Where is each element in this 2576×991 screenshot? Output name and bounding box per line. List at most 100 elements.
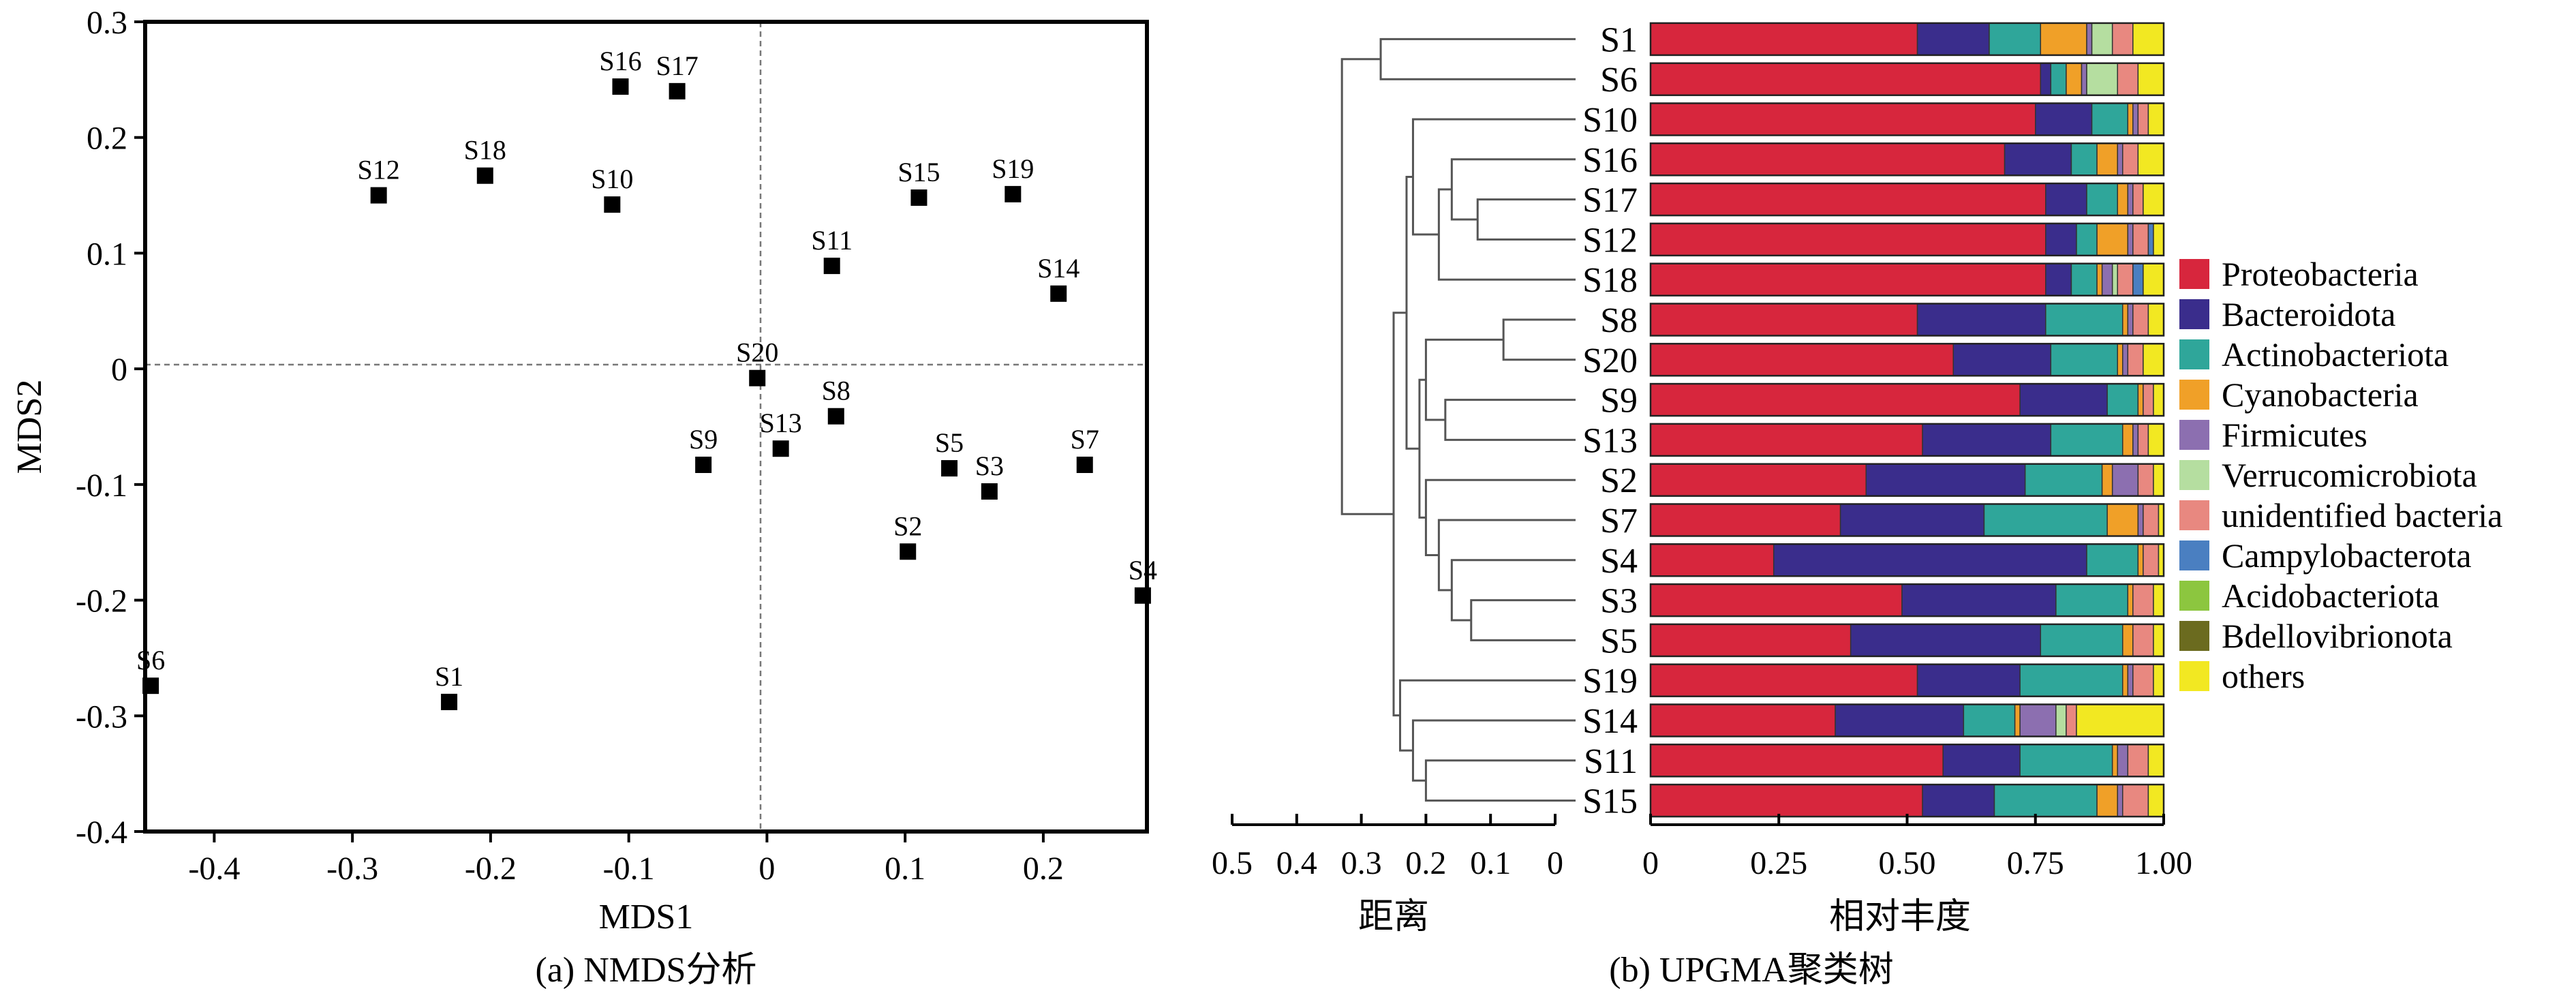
bar-segment (2117, 262, 2134, 296)
bar-outline (1649, 744, 2165, 778)
nmds-point-label: S3 (975, 451, 1004, 481)
bar-segment (1650, 463, 1867, 497)
nmds-point-label: S14 (1037, 253, 1079, 284)
nmds-caption: (a) NMDS分析 (536, 951, 757, 990)
sample-labels: S1S6S10S16S17S12S18S8S20S9S13S2S7S4S3S5S… (1582, 20, 1638, 821)
bar-segment (2132, 423, 2139, 457)
nmds-point-label: S19 (992, 153, 1034, 184)
bar-segment (2045, 262, 2072, 296)
bar-segment (2122, 343, 2129, 377)
sample-label: S3 (1600, 582, 1638, 621)
bar-segment (1650, 784, 1923, 817)
bar-segment (2019, 703, 2057, 737)
bar-segment (2137, 102, 2149, 136)
nmds-point (772, 440, 789, 457)
sample-label: S8 (1600, 301, 1638, 340)
bar-outline (1649, 303, 2165, 337)
bar-segment (2050, 62, 2067, 96)
nmds-point (749, 369, 766, 386)
bar-segment (2076, 703, 2164, 737)
nmds-points: S1 S2 S3 S4 S5 S6 S7 S8 S9 S10 S11 S12 S13 S14 S15 S16 S… (136, 46, 1157, 710)
legend-label: Actinobacteriota (2222, 335, 2449, 373)
bar-outline (1649, 543, 2165, 577)
bar-segment (1916, 663, 2021, 697)
bar-outline (1649, 62, 2165, 96)
legend-label: Acidobacteriota (2222, 577, 2439, 615)
bar-segment (2070, 262, 2098, 296)
nmds-y-tick-label: -0.4 (76, 814, 127, 851)
bar-segment (1839, 503, 1985, 537)
bar-segment (2117, 784, 2123, 817)
bar-segment (1922, 423, 2052, 457)
bar-outline (1649, 503, 2165, 537)
bar-segment (2045, 183, 2087, 216)
bar-segment (1650, 624, 1852, 657)
legend-swatch (2179, 299, 2209, 329)
bar-segment (1916, 22, 1990, 56)
bar-segment (2137, 142, 2164, 177)
bar-segment (1650, 22, 1918, 56)
bar-segment (1983, 503, 2108, 537)
nmds-point-label: S12 (358, 155, 400, 185)
bar-segment (2096, 142, 2118, 177)
nmds-point-label: S9 (689, 424, 718, 455)
bar-segment (1650, 663, 1918, 697)
legend-swatch (2179, 540, 2209, 570)
bar-segment (2106, 383, 2139, 416)
bar-segment (1650, 744, 1944, 778)
bar-segment (2040, 624, 2123, 657)
nmds-x-tick-label: 0 (758, 851, 775, 887)
bar-segment (1650, 423, 1923, 457)
bar-segment (2081, 62, 2087, 96)
dendrogram-tick-label: 0.4 (1276, 845, 1317, 881)
dendrogram-branch (1502, 318, 1576, 361)
sample-label: S20 (1582, 341, 1638, 380)
bar-segment (1650, 583, 1903, 617)
bar-segment (2024, 463, 2103, 497)
bar-segment (2040, 22, 2087, 56)
nmds-point (981, 483, 998, 500)
bar-tick-label: 0.75 (2007, 845, 2064, 881)
legend-swatch (2179, 500, 2209, 530)
sample-label: S5 (1600, 622, 1638, 660)
bar-segment (2127, 583, 2134, 617)
nmds-point (941, 460, 958, 477)
bar-segment (2106, 503, 2139, 537)
bar-segment (2147, 102, 2164, 136)
bar-axis-ticks: 0 0.25 0.50 0.75 1.00 (1642, 814, 2192, 881)
bar-segment (2137, 383, 2144, 416)
bar-segment (2117, 142, 2123, 177)
nmds-point-label: S1 (435, 661, 463, 692)
bar-segment (2122, 423, 2134, 457)
nmds-x-axis-label: MDS1 (599, 898, 694, 936)
legend: ProteobacteriaBacteroidotaActinobacterio… (2179, 255, 2502, 695)
bar-segment (2122, 784, 2149, 817)
legend-label: Firmicutes (2222, 416, 2367, 454)
bar-segment (2086, 543, 2139, 577)
bar-segment (2132, 624, 2154, 657)
dendrogram-tick-label: 0 (1547, 845, 1563, 881)
bar-segment (1922, 784, 1995, 817)
bar-segment (2086, 22, 2093, 56)
bar-segment (2147, 784, 2164, 817)
bar-segment (2101, 463, 2113, 497)
nmds-point-label: S15 (898, 157, 940, 187)
bar-segment (2111, 744, 2118, 778)
bar-segment (2127, 663, 2134, 697)
bar-segment (2122, 142, 2139, 177)
sample-label: S15 (1582, 782, 1638, 821)
bar-segment (2153, 223, 2164, 256)
bar-segment (2096, 223, 2129, 256)
bar-segment (2111, 463, 2139, 497)
bar-outline (1649, 262, 2165, 296)
bar-segment (2122, 663, 2129, 697)
legend-swatch (2179, 420, 2209, 450)
bar-segment (1916, 303, 2046, 337)
bar-outline (1649, 182, 2165, 217)
bar-segment (1650, 383, 2021, 416)
bar-segment (2045, 303, 2123, 337)
bar-segment (2143, 262, 2164, 296)
nmds-point-label: S20 (736, 337, 778, 368)
upgma-dendrogram (1340, 37, 1576, 802)
nmds-point-label: S16 (599, 46, 641, 76)
